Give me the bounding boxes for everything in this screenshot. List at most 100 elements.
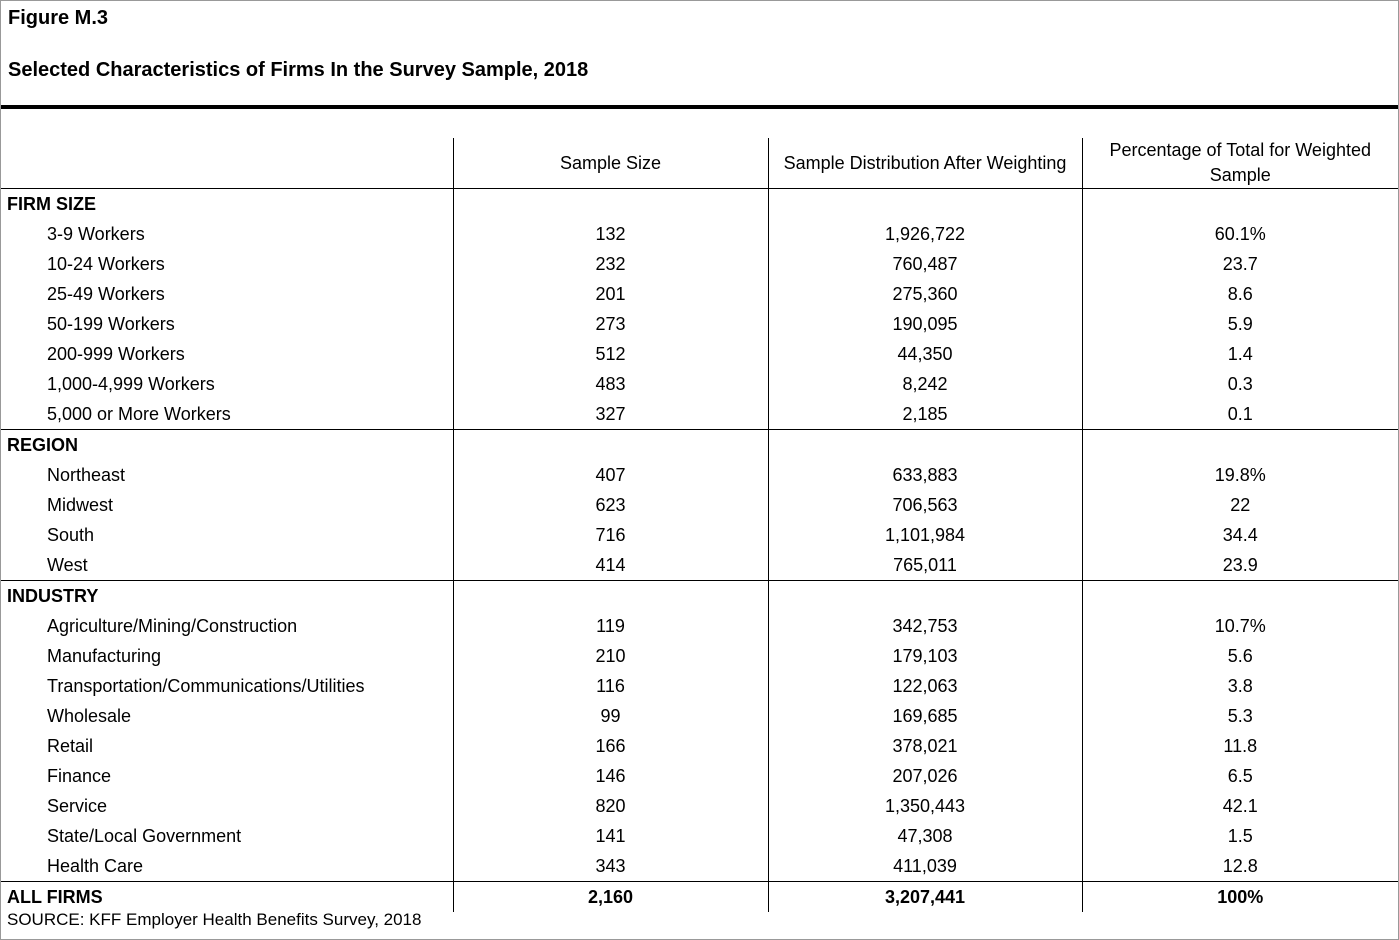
cell: 19.8% [1081,460,1398,490]
data-row: 10-24 Workers 232 760,487 23.7 [1,249,1398,279]
cell: 47,308 [767,821,1082,851]
data-row: Service 820 1,350,443 42.1 [1,791,1398,821]
cell: 179,103 [767,641,1082,671]
data-row: Health Care 343 411,039 12.8 [1,851,1398,882]
total-cell: 100% [1081,881,1398,912]
total-cell: 3,207,441 [767,881,1082,912]
data-row: State/Local Government 141 47,308 1.5 [1,821,1398,851]
data-row: Finance 146 207,026 6.5 [1,761,1398,791]
table-body: FIRM SIZE 3-9 Workers 132 1,926,722 60.1% 10-… [1,188,1398,912]
cell: 716 [452,520,768,550]
cell: 5.9 [1081,309,1398,339]
row-label: Service [47,795,108,816]
section-label: REGION [7,434,79,455]
cell: 483 [452,369,768,399]
cell: 342,753 [767,611,1082,641]
row-label: 200-999 Workers [47,343,185,364]
total-row: ALL FIRMS 2,160 3,207,441 100% [1,881,1398,912]
data-row: Wholesale 99 169,685 5.3 [1,701,1398,731]
row-label: Finance [47,765,112,786]
column-header: Sample Size [452,138,768,189]
cell: 1.5 [1081,821,1398,851]
cell: 273 [452,309,768,339]
data-row: 50-199 Workers 273 190,095 5.9 [1,309,1398,339]
row-label: 10-24 Workers [47,253,165,274]
cell: 3.8 [1081,671,1398,701]
total-label: ALL FIRMS [7,886,103,907]
column-header: Percentage of Total for Weighted Sample [1081,138,1398,189]
title: Selected Characteristics of Firms In the… [8,59,589,81]
data-row: Midwest 623 706,563 22 [1,490,1398,520]
cell: 411,039 [767,851,1082,882]
cell: 760,487 [767,249,1082,279]
row-label: South [47,524,95,545]
cell: 275,360 [767,279,1082,309]
cell: 378,021 [767,731,1082,761]
row-label: Agriculture/Mining/Construction [47,615,298,636]
cell: 6.5 [1081,761,1398,791]
header-cell [1,138,453,189]
section-row: FIRM SIZE [1,188,1398,219]
cell: 414 [452,550,768,581]
row-label: 25-49 Workers [47,283,165,304]
cell: 327 [452,399,768,430]
data-row: Manufacturing 210 179,103 5.6 [1,641,1398,671]
figure-label: Figure M.3 [8,7,109,29]
column-header: Sample Distribution After Weighting [767,138,1082,189]
data-row: 200-999 Workers 512 44,350 1.4 [1,339,1398,369]
cell: 765,011 [767,550,1082,581]
cell: 11.8 [1081,731,1398,761]
cell: 201 [452,279,768,309]
cell: 343 [452,851,768,882]
row-label: 3-9 Workers [47,223,145,244]
data-row: 3-9 Workers 132 1,926,722 60.1% [1,219,1398,249]
cell: 116 [452,671,768,701]
cell [452,580,768,611]
cell: 122,063 [767,671,1082,701]
section-row: REGION [1,429,1398,460]
row-label: Midwest [47,494,114,515]
cell: 706,563 [767,490,1082,520]
cell: 60.1% [1081,219,1398,249]
cell: 146 [452,761,768,791]
row-label: 50-199 Workers [47,313,175,334]
cell: 34.4 [1081,520,1398,550]
row-label: Health Care [1,851,453,882]
cell [1081,580,1398,611]
cell: 44,350 [767,339,1082,369]
cell: 132 [452,219,768,249]
data-row: Retail 166 378,021 11.8 [1,731,1398,761]
cell: 1,101,984 [767,520,1082,550]
cell: 1,350,443 [767,791,1082,821]
data-row: Northeast 407 633,883 19.8% [1,460,1398,490]
data-row: 1,000-4,999 Workers 483 8,242 0.3 [1,369,1398,399]
cell [767,429,1082,460]
source: SOURCE: KFF Employer Health Benefits Sur… [7,910,422,929]
section-row: INDUSTRY [1,580,1398,611]
data-row: Transportation/Communications/Utilities 1… [1,671,1398,701]
cell: 232 [452,249,768,279]
cell: 8.6 [1081,279,1398,309]
cell: 190,095 [767,309,1082,339]
cell: 1,926,722 [767,219,1082,249]
data-row: 25-49 Workers 201 275,360 8.6 [1,279,1398,309]
section-label: FIRM SIZE [7,193,96,214]
cell [1081,429,1398,460]
cell: 10.7% [1081,611,1398,641]
cell [767,580,1082,611]
cell: 141 [452,821,768,851]
data-row: South 716 1,101,984 34.4 [1,520,1398,550]
cell [1081,188,1398,219]
data-row: West 414 765,011 23.9 [1,550,1398,581]
row-label: 5,000 or More Workers [1,399,453,430]
cell: 207,026 [767,761,1082,791]
row-label: Manufacturing [47,645,162,666]
cell [452,429,768,460]
cell: 2,185 [767,399,1082,430]
cell: 0.3 [1081,369,1398,399]
data-row: 5,000 or More Workers 327 2,185 0.1 [1,399,1398,430]
data-row: Agriculture/Mining/Construction 119 342,75… [1,611,1398,641]
cell: 169,685 [767,701,1082,731]
cell: 23.9 [1081,550,1398,581]
